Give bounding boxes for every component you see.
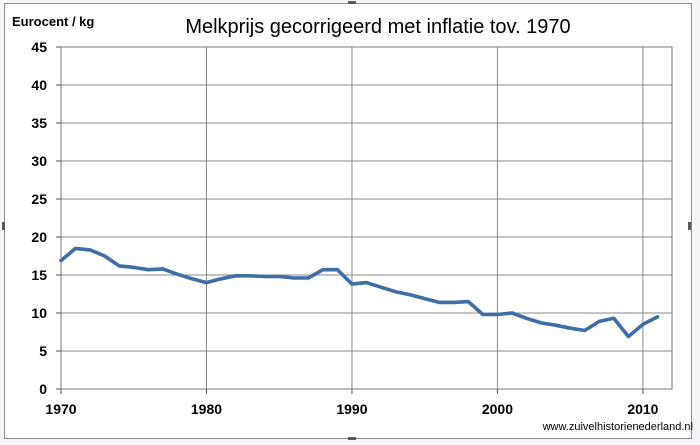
y-tick-label: 30 <box>31 153 47 169</box>
y-tick-label: 0 <box>39 381 47 397</box>
y-axis-ticks: 0 5 10 15 20 25 30 35 40 45 <box>31 39 61 397</box>
plot-border <box>60 46 673 390</box>
y-tick-label: 15 <box>31 267 47 283</box>
source-credit: www.zuivelhistorienederland.nl <box>542 421 693 433</box>
y-tick-label: 45 <box>31 39 47 55</box>
y-tick-label: 40 <box>31 77 47 93</box>
x-tick-label: 1970 <box>45 401 76 417</box>
resize-handle[interactable] <box>348 437 356 440</box>
resize-handles[interactable] <box>2 1 691 440</box>
y-tick-label: 5 <box>39 343 47 359</box>
chart-title: Melkprijs gecorrigeerd met inflatie tov.… <box>185 16 570 38</box>
y-tick-label: 25 <box>31 191 47 207</box>
x-axis-ticks: 1970 1980 1990 2000 2010 <box>45 389 659 417</box>
plot-area <box>60 46 673 390</box>
y-tick-label: 10 <box>31 305 47 321</box>
vertical-gridlines <box>60 47 644 389</box>
x-tick-label: 2000 <box>482 401 513 417</box>
x-tick-label: 2010 <box>627 401 658 417</box>
price-series-line <box>59 246 660 339</box>
y-tick-label: 35 <box>31 115 47 131</box>
resize-handle[interactable] <box>688 222 691 230</box>
resize-handle[interactable] <box>348 1 356 4</box>
x-tick-label: 1980 <box>191 401 222 417</box>
horizontal-gridlines <box>61 46 672 390</box>
chart-frame <box>4 3 692 439</box>
resize-handle[interactable] <box>2 222 5 230</box>
y-axis-label: Eurocent / kg <box>12 14 94 29</box>
y-tick-label: 20 <box>31 229 47 245</box>
x-tick-label: 1990 <box>336 401 367 417</box>
